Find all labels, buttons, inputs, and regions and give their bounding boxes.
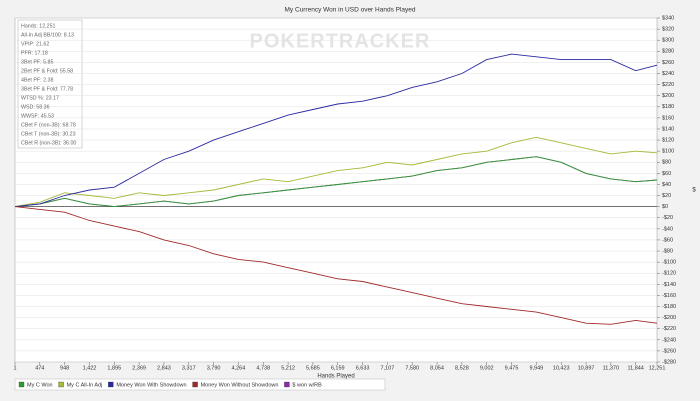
x-tick-label: 3,790 (207, 365, 221, 371)
x-tick-label: 4,738 (256, 365, 270, 371)
series-line (14, 53, 658, 208)
y-tick-label: -$40 (662, 226, 673, 232)
x-tick-label: 10,423 (553, 365, 570, 371)
y-tick-label: $100 (662, 149, 674, 155)
y-tick-label: $160 (662, 115, 674, 121)
x-tick-label: 11,370 (603, 365, 619, 371)
y-tick-label: -$60 (662, 237, 673, 243)
legend-label: My C All-In Adj (67, 382, 103, 388)
stats-box (17, 19, 83, 149)
x-tick-label: 6,633 (356, 365, 370, 371)
y-tick-label: -$180 (662, 304, 676, 310)
legend-swatch (108, 381, 114, 388)
y-tick-label: $280 (662, 49, 674, 55)
x-tick-label: 474 (35, 365, 44, 371)
y-tick-label: -$140 (662, 282, 676, 288)
y-tick-label: $120 (662, 138, 674, 144)
y-tick-label: -$280 (662, 359, 676, 365)
stat-line: 3Bet PF & Fold: 77.78 (21, 86, 73, 92)
y-tick-label: -$220 (662, 326, 676, 332)
y-tick-label: $220 (662, 82, 674, 88)
stat-line: WSD: 58.36 (21, 104, 50, 110)
x-tick-label: 5,685 (306, 365, 320, 371)
x-tick-label: 8,054 (430, 365, 444, 371)
y-tick-label: $340 (662, 15, 674, 21)
legend-label: My C Won (27, 382, 53, 388)
x-tick-label: 9,475 (505, 365, 519, 371)
stat-line: PFR: 17.18 (21, 50, 48, 56)
plot-area (14, 17, 658, 363)
stat-line: WTSD %: 23.17 (21, 95, 59, 101)
stat-line: All-In Adj BB/100: 8.13 (21, 32, 74, 38)
y-tick-label: -$160 (662, 293, 676, 299)
y-tick-label: $60 (662, 171, 671, 177)
chart-title: My Currency Won in USD over Hands Played (284, 7, 415, 14)
y-tick-label: $200 (662, 93, 674, 99)
watermark: POKERTRACKER (250, 30, 431, 52)
y-tick-label: -$260 (662, 348, 676, 354)
x-tick-label: 10,897 (578, 365, 595, 371)
stat-line: 4Bet PF: 2.38 (21, 77, 53, 83)
x-tick-label: 7,580 (405, 365, 419, 371)
y-tick-label: $80 (662, 160, 671, 166)
y-tick-label: $40 (662, 182, 671, 188)
x-tick-label: 1,895 (107, 365, 121, 371)
x-tick-label: 9,002 (480, 365, 494, 371)
y-tick-label: $20 (662, 193, 671, 199)
y-tick-label: $180 (662, 104, 674, 110)
legend-swatch (284, 381, 290, 388)
legend-swatch (192, 381, 198, 388)
legend-label: $ won w/RB (292, 382, 322, 388)
x-tick-label: 5,212 (281, 365, 295, 371)
series-line (14, 136, 658, 208)
y-tick-label: $320 (662, 27, 674, 33)
y-tick-label: $300 (662, 38, 674, 44)
x-tick-label: 1 (13, 365, 16, 371)
y-tick-label: $260 (662, 60, 674, 66)
legend-label: Money Won With Showdown (116, 382, 186, 388)
series-line (14, 156, 658, 208)
stat-line: CBet R (non-3B): 36.00 (21, 140, 76, 146)
legend-label: Money Won Without Showdown (201, 382, 279, 388)
series-line (14, 206, 658, 325)
x-tick-label: 6,159 (331, 365, 345, 371)
stat-line: CBet T (non-3B): 30.23 (21, 131, 76, 137)
x-tick-label: 9,949 (529, 365, 543, 371)
x-tick-label: 4,264 (232, 365, 246, 371)
stat-line: 3Bet PF: 5.85 (21, 59, 53, 65)
legend-swatch (58, 381, 64, 388)
stat-line: Hands: 12,251 (21, 23, 56, 29)
stat-line: 2Bet PF & Fold: 55.58 (21, 68, 73, 74)
x-tick-label: 8,528 (455, 365, 469, 371)
x-tick-label: 12,251 (649, 365, 666, 371)
y-tick-label: $140 (662, 126, 674, 132)
stat-line: WWSF: 45.53 (21, 113, 54, 119)
x-tick-label: 11,844 (627, 365, 643, 371)
stat-line: CBet F (non-3B): 68.78 (21, 122, 76, 128)
y-tick-label: -$200 (662, 315, 676, 321)
x-axis-label: Hands Played (317, 374, 354, 380)
y-tick-label: -$80 (662, 248, 673, 254)
x-tick-label: 948 (60, 365, 69, 371)
y-tick-label: $0 (662, 204, 668, 210)
y-tick-label: -$20 (662, 215, 673, 221)
y-tick-label: -$100 (662, 260, 676, 266)
y-tick-label: -$120 (662, 271, 676, 277)
y-axis-label: $ (692, 188, 696, 194)
legend-box (14, 378, 386, 391)
stat-line: VPIP: 21.62 (21, 41, 49, 47)
x-tick-label: 1,422 (83, 365, 97, 371)
y-tick-label: -$240 (662, 337, 676, 343)
x-tick-label: 2,369 (132, 365, 146, 371)
x-tick-label: 7,107 (381, 365, 395, 371)
legend-swatch (18, 381, 25, 388)
y-tick-label: $240 (662, 71, 674, 77)
x-tick-label: 3,317 (182, 365, 196, 371)
x-tick-label: 2,843 (157, 365, 171, 371)
